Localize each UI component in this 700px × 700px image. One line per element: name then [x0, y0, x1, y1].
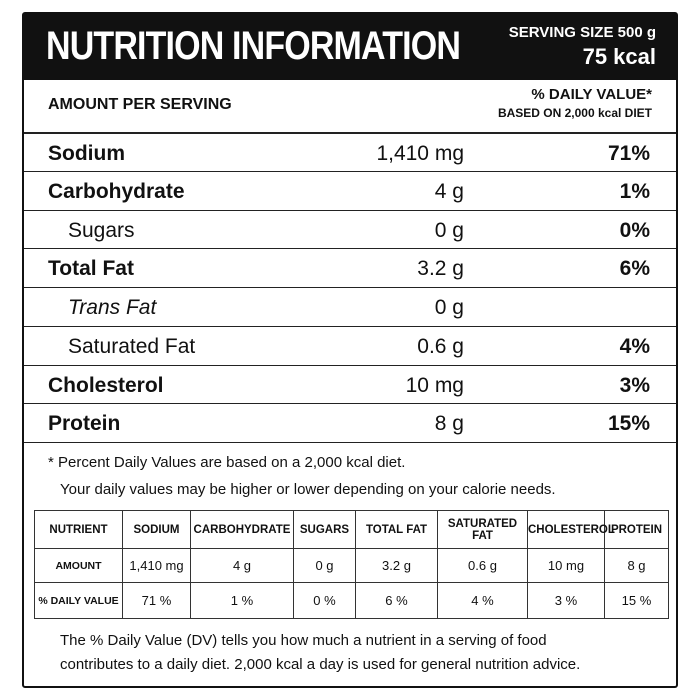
note: contributes to a daily diet. 2,000 kcal … — [60, 656, 581, 673]
nutrient-amount: 10 mg — [405, 373, 464, 397]
dv-heading: % DAILY VALUE* — [531, 86, 652, 103]
table-cell: 6 % — [355, 582, 438, 619]
nutrient-dv: 0% — [619, 218, 650, 242]
nutrient-row: Protein 8 g 15% — [24, 403, 676, 442]
table-cell: 0 g — [293, 548, 356, 583]
nutrient-row: Carbohydrate 4 g 1% — [24, 170, 676, 210]
nutrient-amount: 8 g — [434, 412, 464, 436]
footnote: * Percent Daily Values are based on a 2,… — [48, 454, 406, 471]
nutrient-name: Carbohydrate — [48, 179, 185, 203]
table-cell: 10 mg — [527, 548, 605, 583]
nutrient-name: Saturated Fat — [68, 334, 196, 358]
table-cell: AMOUNT — [34, 548, 123, 583]
header: NUTRITION INFORMATION SERVING SIZE 500 g… — [24, 14, 676, 80]
dv-note: BASED ON 2,000 kcal DIET — [497, 106, 652, 120]
nutrient-name: Sugars — [68, 218, 135, 242]
nutrient-name: Cholesterol — [48, 373, 164, 397]
table-header-cell: NUTRIENT — [34, 510, 123, 549]
nutrient-dv: 3% — [619, 373, 650, 397]
title: NUTRITION INFORMATION — [46, 24, 461, 68]
nutrition-label: NUTRITION INFORMATION SERVING SIZE 500 g… — [22, 12, 678, 688]
nutrient-amount: 4 g — [434, 179, 464, 203]
nutrient-amount: 0 g — [434, 296, 464, 319]
table-cell: 71 % — [122, 582, 191, 619]
table-header-cell: SODIUM — [122, 510, 191, 549]
table-cell: 1 % — [190, 582, 294, 619]
table-cell: 0 % — [293, 582, 356, 619]
note: The % Daily Value (DV) tells you how muc… — [60, 632, 547, 649]
nutrient-amount: 0.6 g — [417, 334, 464, 358]
nutrient-amount: 0 g — [434, 218, 464, 242]
nutrient-dv: 71% — [607, 142, 650, 165]
nutrient-row: Sugars 0 g 0% — [24, 209, 676, 249]
table-cell: 15 % — [604, 582, 669, 619]
nutrient-name: Total Fat — [48, 257, 134, 281]
calories: 75 kcal — [582, 44, 656, 69]
nutrient-dv: 15% — [607, 412, 650, 436]
table-cell: % DAILY VALUE — [34, 582, 123, 619]
table-header-cell: CHOLESTEROL — [527, 510, 615, 549]
table-header-row: NUTRIENT SODIUM CARBOHYDRATE SUGARS TOTAL FA… — [34, 510, 669, 549]
nutrient-row: Trans Fat 0 g — [24, 287, 676, 326]
amount-heading: AMOUNT PER SERVING — [48, 96, 232, 113]
table-cell: 4 % — [437, 582, 528, 619]
table-header-cell: CARBOHYDRATE — [190, 510, 294, 549]
table-header-cell: TOTAL FAT — [355, 510, 438, 549]
nutrient-dv: 1% — [619, 179, 650, 203]
summary-table: NUTRIENT SODIUM CARBOHYDRATE SUGARS TOTAL FA… — [34, 510, 669, 619]
nutrient-name: Sodium — [48, 142, 125, 165]
footnote: Your daily values may be higher or lower… — [60, 481, 556, 498]
table-cell: 8 g — [604, 548, 669, 583]
nutrient-row: Total Fat 3.2 g 6% — [24, 248, 676, 287]
table-header-cell: PROTEIN — [604, 510, 669, 549]
nutrient-name: Trans Fat — [68, 296, 157, 319]
nutrient-amount: 3.2 g — [417, 257, 464, 281]
table-header-cell: SATURATED FAT — [437, 510, 528, 549]
serving-size: SERVING SIZE 500 g — [508, 24, 656, 41]
table-cell: 4 g — [190, 548, 294, 583]
nutrient-row: Cholesterol 10 mg 3% — [24, 364, 676, 404]
nutrient-row: Sodium 1,410 mg 71% — [24, 132, 676, 172]
nutrient-amount: 1,410 mg — [376, 142, 464, 165]
nutrient-name: Protein — [48, 412, 121, 436]
table-cell: 0.6 g — [437, 548, 528, 583]
table-cell: 3 % — [527, 582, 605, 619]
nutrient-row: Saturated Fat 0.6 g 4% — [24, 325, 676, 365]
table-cell: 3.2 g — [355, 548, 438, 583]
table-header-cell: SUGARS — [293, 510, 356, 549]
nutrient-dv: 6% — [619, 257, 650, 281]
table-cell: 1,410 mg — [122, 548, 191, 583]
nutrient-dv: 4% — [619, 334, 650, 358]
table-row: % DAILY VALUE 71 % 1 % 0 % 6 % 4 % 3 % 15 % — [34, 582, 669, 619]
